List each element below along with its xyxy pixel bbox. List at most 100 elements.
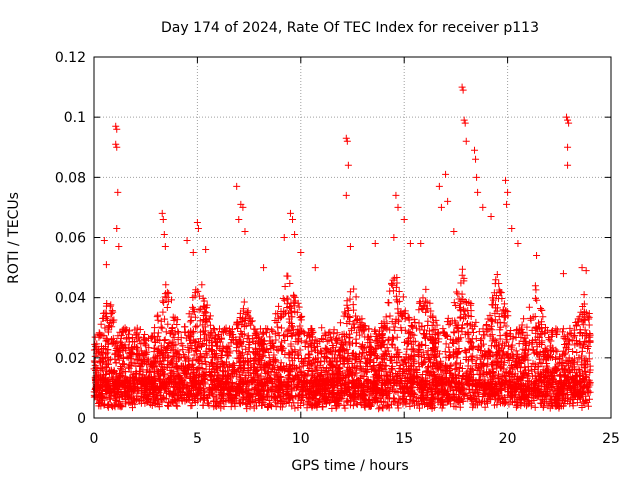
data-point <box>216 325 224 333</box>
data-point <box>580 315 588 323</box>
data-point <box>193 347 201 355</box>
data-point <box>496 332 504 340</box>
data-point <box>575 340 583 348</box>
data-point <box>109 308 117 316</box>
data-point <box>96 332 104 340</box>
data-point <box>374 366 382 374</box>
data-point <box>274 310 282 318</box>
data-point <box>531 282 539 290</box>
data-point <box>227 403 235 411</box>
data-point <box>488 301 496 309</box>
data-point <box>361 368 369 376</box>
data-point <box>357 374 365 382</box>
data-point <box>304 361 312 369</box>
data-point <box>314 342 322 350</box>
data-point <box>421 334 429 342</box>
data-point <box>200 385 208 393</box>
data-point <box>493 270 501 278</box>
data-point <box>426 371 434 379</box>
data-point <box>488 360 496 368</box>
data-point <box>520 315 528 323</box>
data-point <box>206 321 214 329</box>
data-point <box>572 322 580 330</box>
data-point <box>450 329 458 337</box>
data-point <box>432 352 440 360</box>
data-point <box>146 361 154 369</box>
data-point <box>450 299 458 307</box>
data-point <box>236 309 244 317</box>
data-point <box>570 326 578 334</box>
data-point <box>436 350 444 358</box>
data-point <box>174 336 182 344</box>
data-point <box>392 283 400 291</box>
data-point <box>272 336 280 344</box>
data-point <box>173 321 181 329</box>
data-point <box>475 393 483 401</box>
data-point <box>145 344 153 352</box>
data-point <box>552 325 560 333</box>
data-point <box>275 302 283 310</box>
data-point <box>392 296 400 304</box>
data-point <box>159 308 167 316</box>
data-point <box>457 297 465 305</box>
data-point <box>560 350 568 358</box>
data-point <box>562 349 570 357</box>
data-point <box>180 351 188 359</box>
data-point <box>207 359 215 367</box>
data-point <box>364 363 372 371</box>
data-point <box>308 347 316 355</box>
data-point <box>217 351 225 359</box>
data-point <box>270 351 278 359</box>
data-point <box>119 325 127 333</box>
data-point <box>390 335 398 343</box>
data-point <box>396 395 404 403</box>
data-point <box>456 314 464 322</box>
data-point <box>344 349 352 357</box>
data-point <box>517 368 525 376</box>
data-point <box>558 328 566 336</box>
data-point <box>388 340 396 348</box>
data-point <box>161 336 169 344</box>
data-point <box>431 370 439 378</box>
data-point <box>321 329 329 337</box>
data-point <box>458 265 466 273</box>
data-point <box>238 330 246 338</box>
data-point <box>373 355 381 363</box>
data-point <box>133 392 141 400</box>
data-point <box>211 402 219 410</box>
data-point <box>464 319 472 327</box>
data-point <box>356 331 364 339</box>
data-point <box>245 344 253 352</box>
data-point <box>350 397 358 405</box>
data-point <box>453 354 461 362</box>
data-point <box>206 312 214 320</box>
data-point <box>141 399 149 407</box>
data-point <box>407 321 415 329</box>
data-point <box>525 303 533 311</box>
data-point <box>450 328 458 336</box>
data-point <box>531 403 539 411</box>
data-point <box>322 331 330 339</box>
data-point <box>297 313 305 321</box>
data-point <box>185 310 193 318</box>
data-point <box>481 331 489 339</box>
data-point <box>122 346 130 354</box>
data-point <box>430 326 438 334</box>
data-point <box>278 324 286 332</box>
data-point <box>169 324 177 332</box>
data-point <box>113 397 121 405</box>
data-point <box>569 347 577 355</box>
data-point <box>375 405 383 413</box>
data-point <box>105 356 113 364</box>
data-point <box>497 289 505 297</box>
data-point <box>301 342 309 350</box>
data-point <box>539 403 547 411</box>
data-point <box>199 401 207 409</box>
data-point <box>418 340 426 348</box>
data-point <box>342 397 350 405</box>
data-point <box>265 354 273 362</box>
data-point <box>196 317 204 325</box>
data-point <box>512 347 520 355</box>
data-point <box>346 295 354 303</box>
data-point <box>345 372 353 380</box>
